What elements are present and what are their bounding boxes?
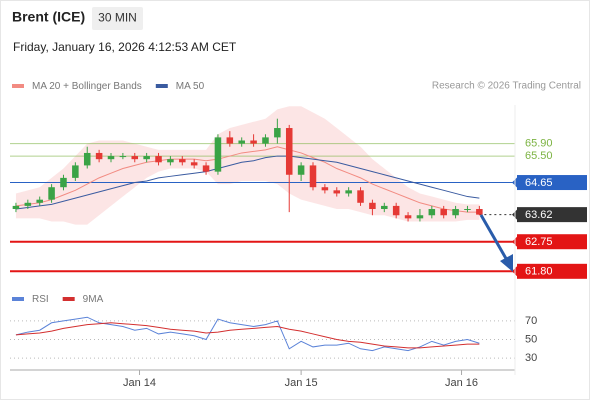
candle-body bbox=[36, 199, 43, 203]
candle-body bbox=[297, 165, 305, 175]
legend-swatch bbox=[62, 297, 75, 301]
ma20-line bbox=[15, 146, 480, 213]
instrument-title: Brent (ICE) bbox=[12, 9, 85, 25]
candle-body bbox=[179, 159, 186, 163]
candle-body bbox=[95, 152, 103, 160]
forecast-arrow bbox=[479, 214, 513, 272]
candle-body bbox=[24, 202, 32, 206]
x-tick-label: Jan 16 bbox=[445, 377, 478, 389]
candle-body bbox=[167, 159, 174, 163]
y-tick-label: 50 bbox=[525, 333, 537, 345]
candle-body bbox=[107, 156, 115, 160]
level-label: 65.50 bbox=[525, 150, 553, 162]
candle-body bbox=[238, 140, 245, 144]
level-label: 62.75 bbox=[525, 236, 553, 248]
timestamp: Friday, January 16, 2026 4:12:53 AM CET bbox=[13, 40, 237, 54]
interval-box bbox=[92, 7, 143, 30]
level-label: 61.80 bbox=[525, 266, 553, 278]
level-box bbox=[517, 234, 587, 250]
legend-label: MA 20 + Bollinger Bands bbox=[32, 81, 142, 92]
candle-body bbox=[155, 156, 162, 163]
candle-body bbox=[250, 140, 257, 144]
y-tick-label: 70 bbox=[525, 315, 537, 327]
candle-body bbox=[345, 190, 352, 194]
candle-body bbox=[202, 165, 210, 172]
credit: Research © 2026 Trading Central bbox=[432, 81, 581, 92]
candle-body bbox=[285, 128, 293, 175]
interval: 30 MIN bbox=[98, 11, 137, 25]
candle-body bbox=[333, 190, 341, 194]
candle-body bbox=[83, 152, 91, 166]
candle-body bbox=[440, 209, 447, 216]
legend-swatch bbox=[12, 297, 24, 301]
candle-body bbox=[214, 137, 222, 172]
level-box bbox=[517, 175, 587, 191]
candle-body bbox=[416, 215, 424, 219]
candle-body bbox=[369, 202, 376, 210]
level-label: 64.65 bbox=[525, 177, 553, 189]
y-tick-label: 30 bbox=[525, 352, 537, 364]
candle-body bbox=[404, 215, 412, 219]
candle-body bbox=[274, 128, 281, 138]
candle-body bbox=[226, 137, 234, 144]
rsi-panel: RSI 9MA 70 50 30 bbox=[10, 294, 537, 364]
series-line bbox=[15, 316, 480, 352]
ma50-line bbox=[15, 155, 480, 210]
series-line bbox=[15, 322, 480, 349]
legend-swatch bbox=[155, 84, 168, 88]
candle-body bbox=[464, 209, 471, 211]
candle-body bbox=[476, 209, 483, 215]
candle-body bbox=[119, 156, 127, 158]
level-label: 65.90 bbox=[525, 138, 553, 150]
legend-label: RSI bbox=[32, 294, 49, 305]
candle-body bbox=[143, 156, 150, 160]
candle-body bbox=[12, 205, 20, 210]
candle-body bbox=[72, 165, 79, 178]
candle-body bbox=[357, 190, 364, 203]
candle-body bbox=[60, 177, 67, 188]
legend-swatch bbox=[12, 84, 24, 88]
candle-body bbox=[428, 209, 436, 216]
level-label: 63.62 bbox=[525, 209, 553, 221]
candle-body bbox=[321, 187, 329, 191]
candle-body bbox=[381, 205, 388, 210]
candle-body bbox=[452, 209, 459, 216]
level-box bbox=[517, 263, 587, 279]
legend-label: 9MA bbox=[83, 294, 104, 305]
x-tick-label: Jan 14 bbox=[123, 377, 156, 389]
candle-body bbox=[131, 156, 139, 160]
legend-label: MA 50 bbox=[176, 81, 205, 92]
candle-body bbox=[309, 165, 317, 188]
candle-body bbox=[392, 205, 400, 216]
candle-body bbox=[48, 187, 55, 200]
level-box bbox=[517, 207, 587, 223]
candle-body bbox=[262, 137, 269, 144]
candle-body bbox=[190, 162, 198, 166]
x-tick-label: Jan 15 bbox=[285, 377, 318, 389]
